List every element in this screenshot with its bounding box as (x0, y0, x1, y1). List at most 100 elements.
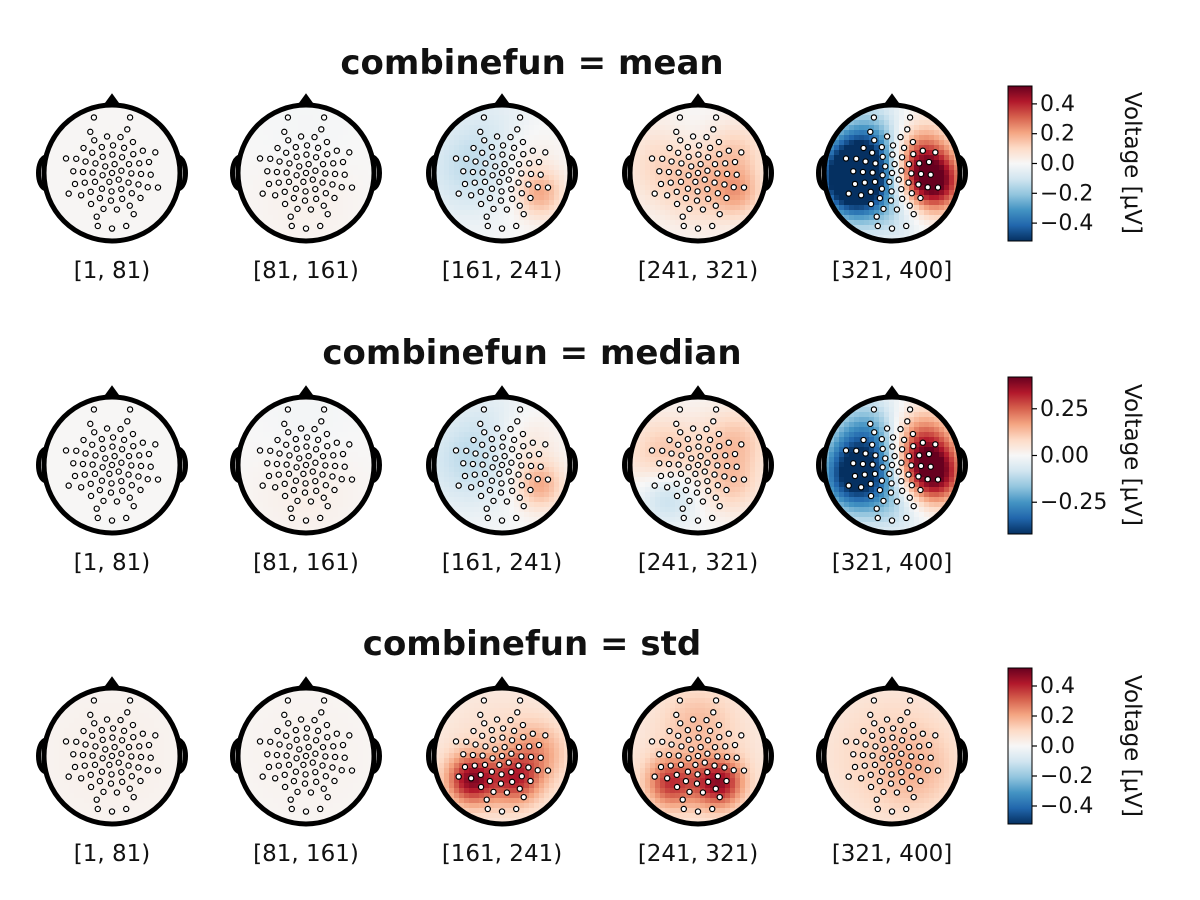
electrode (723, 486, 730, 494)
electrode (281, 480, 288, 488)
electrode (467, 484, 475, 491)
electrode (281, 200, 289, 208)
electrode (455, 190, 462, 197)
electrode (265, 180, 273, 188)
electrode (135, 764, 142, 771)
electrode (71, 180, 79, 188)
electrode (301, 780, 309, 787)
electrode (534, 184, 541, 191)
electrode (845, 773, 852, 780)
electrode (706, 436, 714, 444)
electrode (478, 149, 486, 156)
electrode (482, 743, 489, 750)
electrode (125, 179, 132, 186)
electrode (651, 190, 658, 197)
electrode (311, 716, 318, 724)
electrode (346, 732, 353, 739)
electrode (867, 771, 874, 779)
electrode (725, 147, 733, 154)
electrode (331, 753, 339, 761)
electrode (320, 494, 327, 501)
electrode (87, 783, 95, 791)
electrode (482, 160, 489, 167)
electrode (508, 768, 515, 776)
electrode (330, 452, 337, 459)
electrode (676, 697, 684, 704)
electrode (281, 128, 288, 136)
colorbar: Voltage [μV] 0.4 0.2 0.0 −0.2 −0.4 (1007, 667, 1145, 825)
electrode (100, 497, 107, 505)
electrode (70, 168, 77, 175)
electrode (145, 741, 153, 749)
electrode (125, 471, 132, 478)
electrode (666, 436, 673, 444)
electrode (98, 143, 106, 151)
electrode (333, 730, 341, 737)
interval-label: [1, 81) (74, 258, 150, 284)
electrode (333, 147, 341, 154)
electrode (348, 476, 356, 483)
electrode (331, 194, 338, 202)
electrode (82, 450, 89, 457)
electrode (514, 126, 521, 133)
electrode (919, 730, 927, 737)
electrode (265, 472, 273, 480)
electrode (851, 180, 859, 188)
electrode (711, 762, 718, 769)
electrode (481, 137, 488, 144)
electrode (81, 762, 88, 769)
electrode (651, 482, 658, 489)
electrode (322, 773, 330, 780)
electrode (322, 482, 330, 489)
electrode (874, 222, 881, 230)
electrode (910, 793, 917, 801)
electrode (484, 222, 491, 230)
electrode (680, 514, 687, 522)
electrode (714, 753, 721, 760)
electrode (120, 144, 128, 152)
electrode (314, 436, 322, 444)
electrode (103, 133, 111, 140)
topoplot (622, 385, 774, 536)
colorbar-tick-label: 0.4 (1040, 92, 1075, 117)
electrode (290, 486, 298, 494)
electrode (346, 441, 353, 448)
electrode (285, 720, 292, 727)
electrode (733, 754, 740, 761)
electrode (107, 197, 115, 204)
electrode (130, 793, 137, 801)
electrode (152, 441, 159, 448)
electrode (123, 222, 130, 230)
electrode (867, 711, 874, 719)
electrode (867, 783, 875, 791)
electrode (908, 753, 915, 760)
electrode (869, 169, 876, 176)
electrode (889, 434, 897, 441)
electrode (287, 213, 294, 220)
electrode (527, 486, 534, 494)
electrode (906, 202, 913, 209)
electrode (65, 190, 72, 197)
colorbar-gradient (1007, 667, 1033, 825)
electrode (331, 170, 339, 178)
electrode (309, 468, 316, 475)
electrode (915, 473, 922, 480)
electrode (904, 126, 911, 133)
electrode (903, 805, 910, 813)
electrode (144, 476, 151, 483)
electrode (113, 498, 121, 505)
electrode (288, 514, 295, 522)
electrode (477, 783, 485, 791)
electrode (659, 155, 666, 162)
electrodes (256, 697, 356, 815)
electrode (932, 732, 939, 739)
electrode (73, 447, 80, 454)
electrode (130, 210, 137, 218)
electrode (490, 497, 497, 505)
electrode (488, 477, 496, 484)
electrode (542, 732, 549, 739)
electrode (499, 734, 506, 741)
electrode (463, 447, 470, 454)
electrode (542, 149, 549, 156)
electrode (79, 460, 87, 468)
